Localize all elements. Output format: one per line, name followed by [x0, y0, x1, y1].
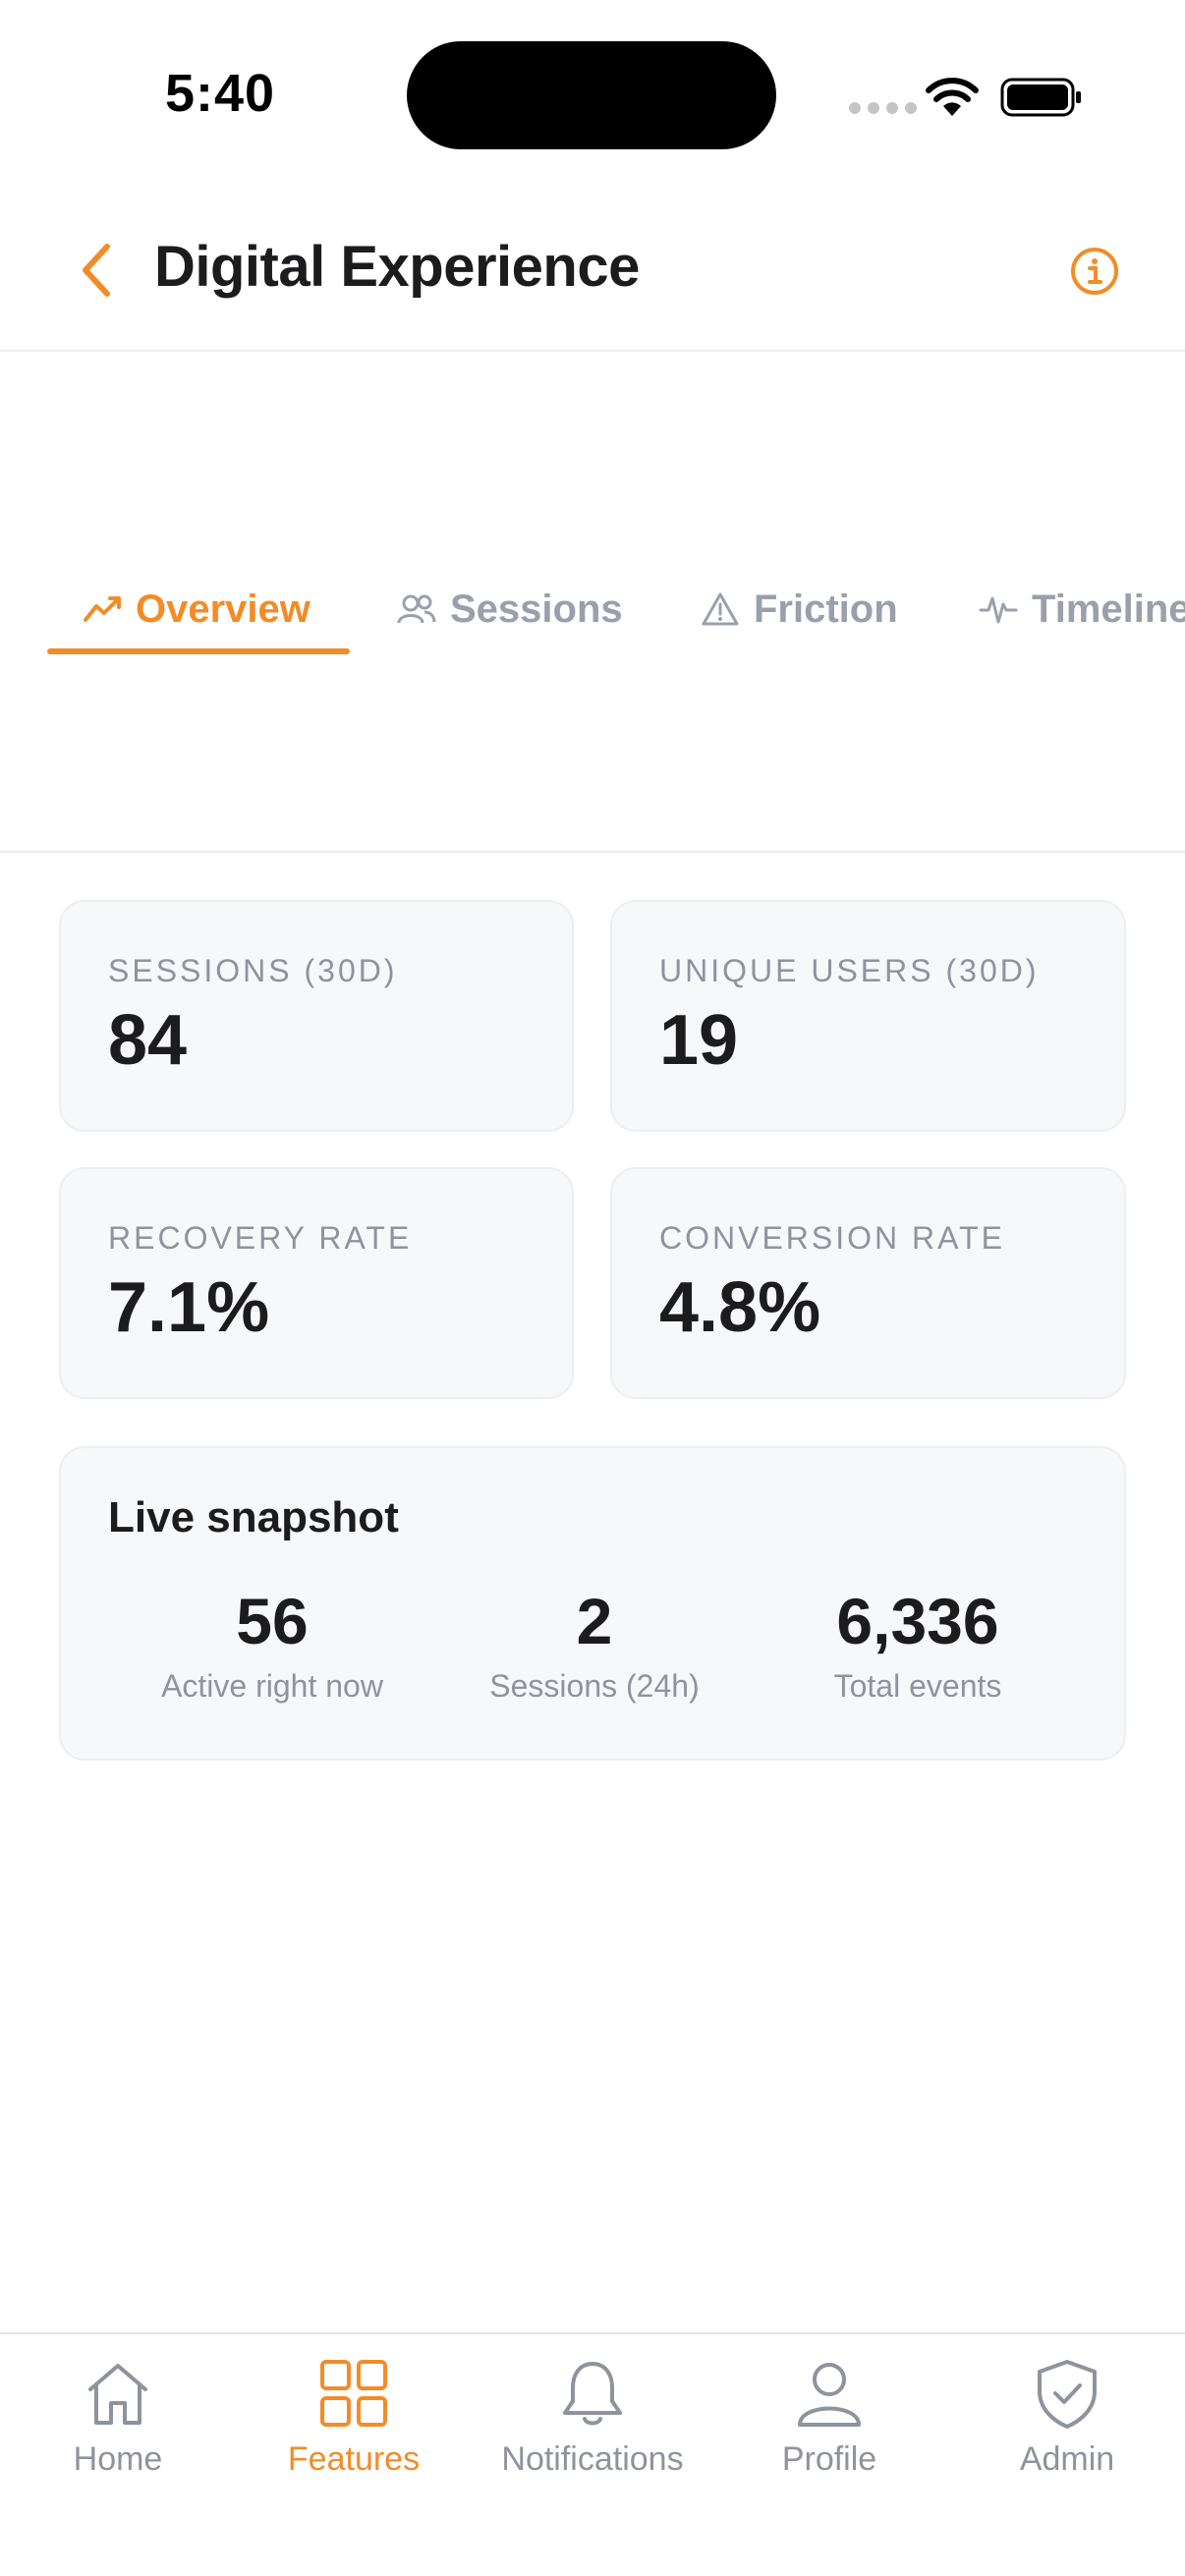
back-button[interactable]: [69, 236, 124, 305]
stat-label: RECOVERY RATE: [108, 1220, 413, 1256]
tab-timeline[interactable]: Timeline: [979, 570, 1185, 648]
nav-features[interactable]: Features: [236, 2356, 472, 2479]
cellular-signal-icon: [849, 102, 917, 114]
status-bar: 5:40: [0, 0, 1185, 187]
snapshot-title: Live snapshot: [108, 1493, 399, 1541]
chevron-left-icon: [83, 244, 110, 297]
divider: [0, 851, 1185, 853]
stat-card-recovery-rate: RECOVERY RATE 7.1%: [59, 1167, 574, 1399]
nav-label: Home: [73, 2440, 163, 2478]
stat-value: 7.1%: [108, 1268, 270, 1347]
page-title: Digital Experience: [154, 235, 640, 299]
info-button[interactable]: [1069, 246, 1120, 297]
nav-notifications[interactable]: Notifications: [475, 2356, 710, 2479]
stat-label: CONVERSION RATE: [659, 1220, 1005, 1256]
snapshot-value: 6,336: [836, 1585, 999, 1657]
app-header: Digital Experience: [0, 196, 1185, 352]
pulse-icon: [979, 596, 1018, 624]
tab-label: Sessions: [450, 587, 623, 631]
tab-overview[interactable]: Overview: [83, 570, 310, 648]
tab-label: Friction: [754, 587, 898, 631]
stat-card-unique-users: UNIQUE USERS (30D) 19: [610, 900, 1126, 1132]
wifi-icon: [926, 78, 979, 116]
stat-label: UNIQUE USERS (30D): [659, 953, 1040, 988]
snapshot-value: 56: [236, 1585, 309, 1657]
stat-card-conversion-rate: CONVERSION RATE 4.8%: [610, 1167, 1126, 1399]
shield-check-icon: [1038, 2360, 1097, 2429]
dynamic-island: [407, 41, 776, 149]
status-time: 5:40: [165, 64, 276, 123]
nav-admin[interactable]: Admin: [949, 2356, 1185, 2479]
stat-card-sessions: SESSIONS (30D) 84: [59, 900, 574, 1132]
snapshot-label: Sessions (24h): [489, 1668, 700, 1704]
trend-line-icon: [84, 596, 121, 622]
nav-label: Notifications: [501, 2440, 684, 2478]
snapshot-sessions-24h: 2 Sessions (24h): [432, 1584, 757, 1705]
snapshot-label: Active right now: [161, 1668, 383, 1704]
snapshot-label: Total events: [833, 1668, 1002, 1704]
snapshot-active-now: 56 Active right now: [110, 1584, 434, 1705]
person-icon: [798, 2363, 861, 2427]
tab-label: Timeline: [1032, 587, 1185, 631]
snapshot-total-events: 6,336 Total events: [756, 1584, 1080, 1705]
snapshot-value: 2: [576, 1585, 613, 1657]
bell-icon: [563, 2362, 622, 2426]
bottom-nav: Home Features Notifications Profile: [0, 2332, 1185, 2576]
stat-value: 84: [108, 1001, 188, 1080]
battery-icon: [1000, 78, 1081, 117]
warning-triangle-icon: [702, 592, 739, 626]
nav-label: Admin: [1019, 2440, 1115, 2478]
tab-bar: Overview Sessions Friction Tim: [0, 550, 1185, 658]
users-icon: [397, 594, 436, 624]
nav-profile[interactable]: Profile: [711, 2356, 947, 2479]
nav-label: Features: [287, 2440, 421, 2478]
nav-home[interactable]: Home: [0, 2356, 236, 2479]
live-snapshot-card: Live snapshot 56 Active right now 2 Sess…: [59, 1446, 1126, 1761]
active-tab-indicator: [47, 648, 350, 654]
stat-label: SESSIONS (30D): [108, 953, 398, 988]
tab-friction[interactable]: Friction: [701, 570, 898, 648]
grid-icon: [320, 2360, 387, 2427]
stat-value: 19: [659, 1001, 739, 1080]
tab-sessions[interactable]: Sessions: [397, 570, 623, 648]
stat-value: 4.8%: [659, 1268, 821, 1347]
home-icon: [88, 2364, 147, 2425]
tab-label: Overview: [136, 587, 310, 631]
nav-label: Profile: [781, 2440, 877, 2478]
